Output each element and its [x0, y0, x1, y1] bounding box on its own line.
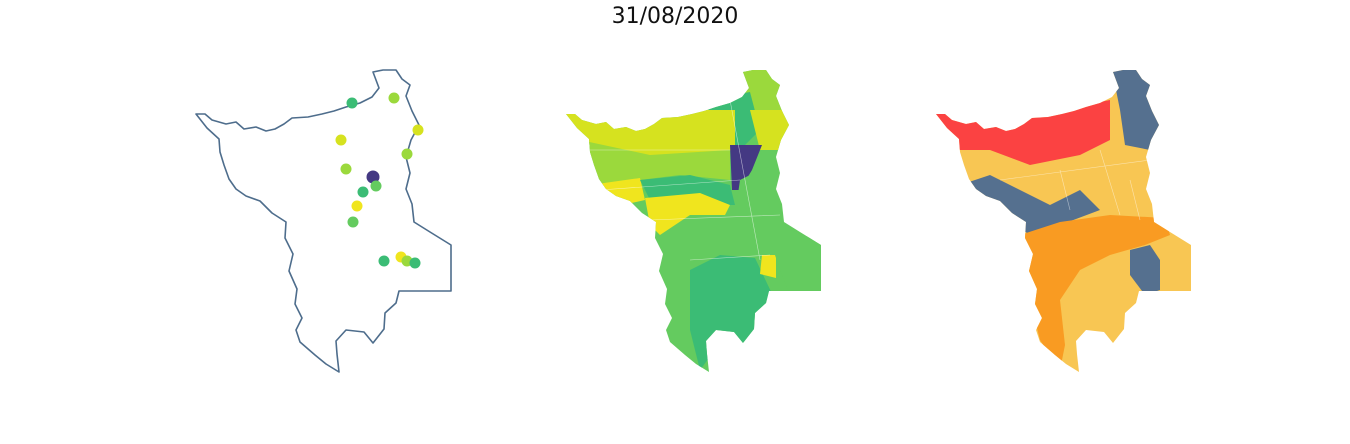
- region[interactable]: [1130, 245, 1160, 295]
- station-point[interactable]: [401, 148, 413, 160]
- region[interactable]: [960, 175, 1100, 235]
- station-point[interactable]: [366, 170, 380, 184]
- station-point[interactable]: [346, 97, 358, 109]
- region[interactable]: [735, 170, 770, 220]
- station-point[interactable]: [370, 180, 382, 192]
- region[interactable]: [1020, 215, 1170, 370]
- station-point[interactable]: [347, 216, 359, 228]
- region-boundaries: [566, 99, 781, 261]
- station-point[interactable]: [378, 255, 390, 267]
- region[interactable]: [580, 140, 730, 190]
- station-point[interactable]: [351, 200, 363, 212]
- station-point[interactable]: [335, 134, 347, 146]
- region-boundaries: [999, 149, 1151, 221]
- station-point[interactable]: [357, 186, 369, 198]
- risk-category-map: [936, 70, 1191, 372]
- region[interactable]: [645, 193, 730, 235]
- station-point[interactable]: [409, 257, 421, 269]
- station-point[interactable]: [412, 124, 424, 136]
- station-point[interactable]: [340, 163, 352, 175]
- station-points-map: [195, 69, 452, 373]
- region-outline: [195, 69, 452, 373]
- viridis-region-map: [566, 70, 830, 372]
- station-point[interactable]: [388, 92, 400, 104]
- region[interactable]: [770, 230, 830, 295]
- figure-title: 31/08/2020: [611, 4, 739, 29]
- region[interactable]: [760, 255, 776, 278]
- region[interactable]: [730, 145, 762, 190]
